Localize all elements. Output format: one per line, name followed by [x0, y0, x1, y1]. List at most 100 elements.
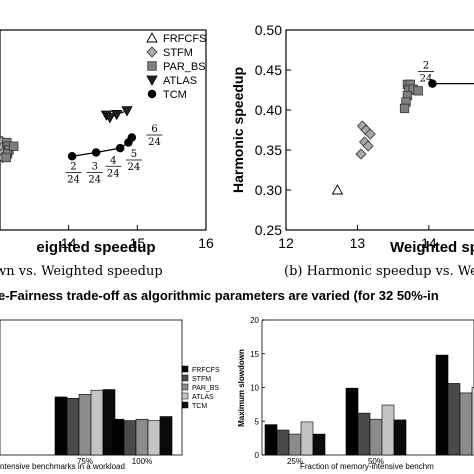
top-left-legend-label-frfcfs: FRFCFS — [163, 33, 206, 45]
bottom-right-bar-par_bs — [459, 392, 473, 456]
top-left-annotation-numerator: 3 — [92, 162, 98, 173]
top-left-legend-label-stfm: STFM — [163, 47, 193, 59]
bottom-left-legend-swatch-par_bs — [181, 383, 189, 391]
top-left-point-tcm — [115, 143, 125, 153]
top-right-y-tick-label: 0.25 — [255, 222, 282, 238]
bottom-right-bar-atlas — [471, 387, 474, 456]
bottom-right-bar-tcm — [393, 419, 407, 456]
top-left-point-atlas — [111, 109, 123, 121]
bottom-left-category-label: 75% — [77, 457, 93, 466]
top-right-x-tick-label: 14 — [421, 235, 437, 251]
top-right-y-axis-label: Harmonic speedup — [230, 67, 246, 193]
top-right-caption: (b) Harmonic speedup vs. We — [284, 264, 474, 279]
top-right-point-tcm — [428, 79, 437, 88]
bottom-right-bar-tcm — [312, 433, 326, 456]
top-right-x-tick-label: 13 — [350, 235, 366, 251]
top-left-legend-marker-stfm — [146, 46, 158, 58]
bottom-left-bar-par_bs — [135, 418, 149, 456]
top-right-point-par_bs — [413, 86, 423, 96]
top-left-panel: 14 15 16 2 24 3 24 4 24 5 24 6 24 FRFCFS STFM PAR_BS A… — [0, 29, 214, 279]
top-left-point-tcm — [91, 148, 101, 157]
bottom-right-bar-stfm — [447, 383, 461, 456]
top-left-plot-frame — [0, 29, 207, 231]
top-left-legend: FRFCFS STFM PAR_BS ATLAS TCM — [146, 32, 206, 101]
bottom-left-legend: FRFCFS STFM PAR_BS ATLAS TCM — [181, 365, 220, 410]
bottom-left-panel: 75% 100% FRFCFS STFM PAR_BS ATLAS TCM ntensiv… — [0, 319, 220, 471]
top-right-point-par_bs — [399, 103, 410, 114]
top-left-point-par_bs — [9, 141, 19, 151]
top-right-x-axis-label: Weighted spee — [390, 239, 474, 256]
bottom-right-category-label: 50% — [368, 457, 384, 466]
top-left-point-atlas — [121, 106, 133, 117]
top-right-y-tick-label: 0.50 — [255, 22, 282, 38]
bottom-right-bar-stfm — [276, 429, 290, 456]
top-left-legend-marker-frfcfs — [146, 32, 158, 43]
bottom-left-legend-label-tcm: TCM — [192, 403, 207, 410]
bottom-right-category-label: 25% — [287, 457, 303, 466]
top-right-annotation-denominator: 24 — [420, 74, 433, 85]
top-right-point-frfcfs — [331, 184, 344, 195]
bottom-left-bar-par_bs — [78, 393, 92, 456]
bottom-left-legend-swatch-tcm — [181, 401, 189, 409]
top-left-legend-label-atlas: ATLAS — [163, 75, 197, 87]
bottom-left-legend-label-atlas: ATLAS — [192, 394, 214, 401]
bottom-left-legend-swatch-atlas — [181, 392, 189, 400]
top-left-x-tick-label: 14 — [61, 235, 77, 251]
bottom-left-bar-atlas — [147, 420, 161, 456]
bottom-right-bar-atlas — [300, 421, 314, 456]
figure-title: e-Fairness trade-off as algorithmic para… — [0, 288, 439, 303]
bottom-right-y-tick-label: 5 — [255, 417, 260, 426]
bottom-right-y-tick-label: 0 — [255, 451, 260, 460]
bottom-right-x-axis-label: Fraction of memory-intensive benchm — [300, 462, 434, 471]
top-right-x-tick-label: 12 — [278, 235, 294, 251]
bottom-left-legend-swatch-frfcfs — [181, 365, 189, 373]
top-right-y-tick-label: 0.35 — [255, 142, 282, 158]
top-left-legend-marker-tcm — [147, 89, 157, 99]
bottom-left-bar-stfm — [123, 420, 137, 456]
top-left-annotation-denominator: 24 — [128, 162, 141, 173]
top-left-annotation-denominator: 24 — [67, 175, 80, 186]
bottom-left-legend-label-par_bs: PAR_BS — [192, 385, 219, 392]
top-left-legend-label-par_bs: PAR_BS — [163, 61, 206, 73]
top-right-point-stfm — [362, 140, 374, 152]
top-left-annotation-numerator: 6 — [151, 124, 157, 135]
top-left-annotation-numerator: 5 — [131, 149, 137, 160]
bottom-right-y-tick-label: 20 — [250, 316, 259, 325]
top-left-point-par_bs — [1, 152, 11, 163]
top-left-annotation-numerator: 2 — [70, 162, 76, 173]
top-left-legend-marker-atlas — [146, 75, 158, 86]
top-left-legend-label-tcm: TCM — [163, 89, 187, 101]
bottom-right-bar-atlas — [381, 404, 395, 456]
bottom-right-panel: 0 5 10 15 20 25% 50% Maximum slowdown Fractio… — [237, 316, 474, 471]
bottom-right-bar-frfcfs — [435, 354, 449, 456]
top-left-caption: own vs. Weighted speedup — [0, 264, 163, 279]
top-right-plot-frame — [285, 29, 474, 231]
top-left-annotation-numerator: 4 — [110, 155, 116, 166]
top-right-annotation-numerator: 2 — [423, 61, 429, 72]
top-right-panel: 12 13 14 0.25 0.30 0.35 0.40 0.45 0.50 2 24 Harmo… — [230, 22, 474, 279]
top-left-annotation-denominator: 24 — [107, 168, 120, 179]
top-right-point-stfm — [364, 128, 376, 140]
bottom-right-bar-stfm — [357, 412, 371, 456]
bottom-right-bar-frfcfs — [345, 387, 359, 456]
top-left-point-tcm — [67, 152, 77, 161]
top-left-point-atlas — [104, 113, 116, 124]
top-left-annotation-denominator: 24 — [148, 137, 161, 148]
bottom-left-bar-stfm — [66, 397, 80, 456]
top-left-x-axis-label: eighted speedup — [36, 239, 155, 256]
bottom-right-y-axis-label: Maximum slowdown — [237, 349, 246, 427]
bottom-right-bar-frfcfs — [264, 424, 278, 456]
top-left-annotation-denominator: 24 — [88, 175, 101, 186]
bottom-right-y-tick-label: 15 — [250, 350, 259, 359]
bottom-left-category-label: 100% — [132, 457, 152, 466]
bottom-left-bar-frfcfs — [111, 418, 125, 456]
bottom-left-bar-tcm — [159, 416, 173, 456]
bottom-right-bar-par_bs — [288, 433, 302, 456]
top-left-legend-marker-par_bs — [147, 61, 157, 71]
bottom-left-legend-label-stfm: STFM — [192, 376, 211, 383]
top-left-point-tcm — [127, 133, 137, 142]
top-right-y-tick-label: 0.45 — [255, 62, 282, 78]
bottom-left-legend-label-frfcfs: FRFCFS — [192, 367, 220, 374]
bottom-left-bar-frfcfs — [54, 396, 68, 456]
